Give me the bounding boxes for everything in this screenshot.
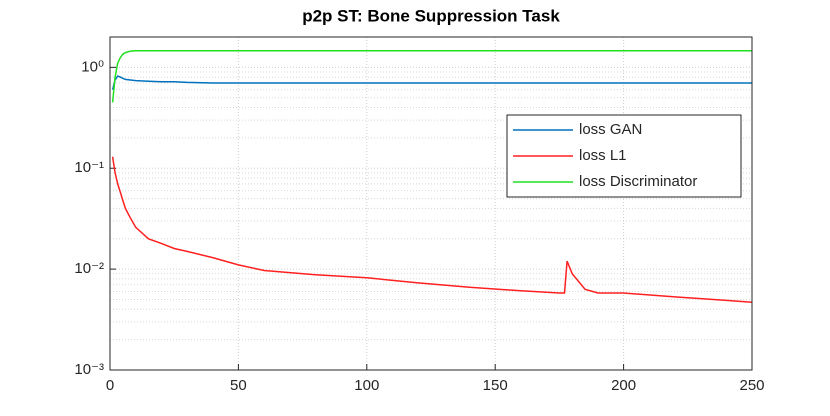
y-tick-label: 10⁻¹: [74, 159, 104, 176]
series-line: [111, 50, 752, 103]
x-tick-label: 100: [354, 377, 379, 394]
x-tick-label: 200: [611, 377, 636, 394]
legend-label: loss L1: [579, 147, 627, 164]
series-line: [111, 156, 753, 303]
legend-label: loss GAN: [579, 121, 642, 138]
x-tick-label: 250: [739, 377, 764, 394]
x-tick-label: 150: [483, 377, 508, 394]
y-tick-label: 10⁻³: [74, 361, 104, 378]
y-tick-label: 10⁰: [81, 58, 104, 75]
x-tick-label: 0: [106, 377, 114, 394]
plot-frame: [109, 36, 753, 371]
series-line: [111, 75, 752, 90]
legend-label: loss Discriminator: [579, 173, 697, 190]
chart-title: p2p ST: Bone Suppression Task: [302, 6, 560, 25]
x-tick-label: 50: [230, 377, 247, 394]
y-tick-label: 10⁻²: [74, 260, 104, 277]
